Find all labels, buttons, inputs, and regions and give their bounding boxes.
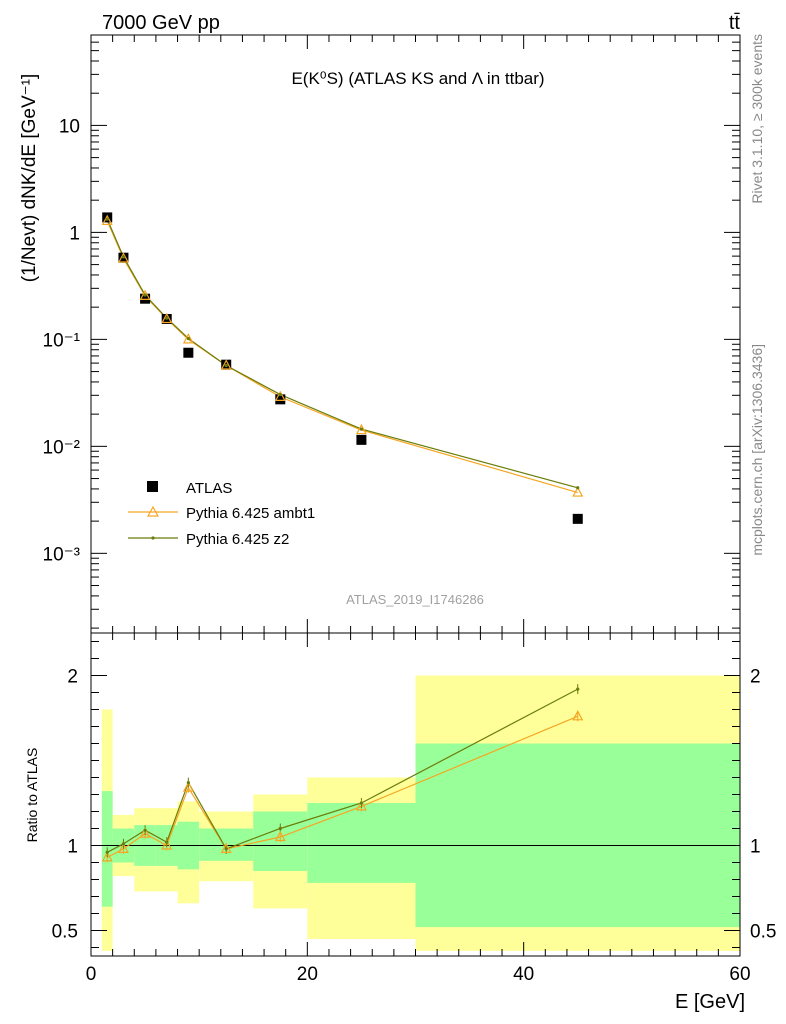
ratio-z2-point xyxy=(105,850,109,854)
mcplots-label: mcplots.cern.ch [arXiv:1306.3436] xyxy=(749,344,765,556)
main-y-axis-label: (1/Nevt) dNK/dE [GeV⁻¹] xyxy=(19,74,40,283)
ambt1-data-point xyxy=(220,359,232,370)
x-tick-label: 0 xyxy=(86,964,97,985)
ratio-band-green xyxy=(307,803,416,883)
ratio-ambt1-point xyxy=(161,839,173,850)
ratio-y-tick-label-right: 0.5 xyxy=(750,922,776,943)
ratio-z2-point xyxy=(143,828,147,832)
legend-label-atlas: ATLAS xyxy=(186,480,232,497)
ambt1-data-point xyxy=(161,312,173,324)
ratio-ambt1-point xyxy=(220,842,232,854)
process-label: tt̄ xyxy=(729,12,741,34)
ambt1-data-point xyxy=(355,423,367,435)
atlas-data-point xyxy=(356,434,367,445)
axis-tick-labels: 0 20 40 60 10⁻³ 10⁻² 10⁻¹ 1 10 0.5 0.5 1 1 2 2 xyxy=(43,116,777,985)
main-panel-lines xyxy=(106,218,578,494)
ratio-band-green xyxy=(415,743,740,928)
ambt1-data-point xyxy=(274,390,286,401)
energy-label: 7000 GeV pp xyxy=(102,12,220,34)
ratio-y-tick-label: 2 xyxy=(67,667,78,688)
ratio-ambt1-point xyxy=(274,830,286,842)
z2-data-point xyxy=(359,427,364,431)
y-tick-label: 10 xyxy=(59,116,80,137)
ratio-y-tick-label-right: 2 xyxy=(750,667,761,688)
ratio-y-tick-label: 1 xyxy=(67,837,78,858)
ratio-z2-point xyxy=(121,842,126,846)
atlas-data-point xyxy=(102,212,113,223)
ambt1-data-point xyxy=(182,333,194,344)
ambt1-data-point xyxy=(572,486,584,497)
legend-marker-z2 xyxy=(151,536,155,540)
ambt1-data-point xyxy=(117,252,129,263)
z2-data-point xyxy=(224,363,228,368)
chart-title: E(K⁰S) (ATLAS KS and Λ in ttbar) xyxy=(291,69,544,88)
z2-data-point xyxy=(576,486,580,490)
ratio-ambt1-point xyxy=(182,781,194,792)
y-tick-label: 10⁻¹ xyxy=(43,330,81,351)
y-tick-label: 1 xyxy=(69,223,80,244)
ratio-uncertainty-bands xyxy=(91,675,740,951)
legend-label-z2: Pythia 6.425 z2 xyxy=(186,531,289,548)
legend-label-ambt1: Pythia 6.425 ambt1 xyxy=(186,505,315,522)
y-tick-label: 10⁻² xyxy=(43,437,81,458)
ratio-z2-point xyxy=(576,687,580,691)
ratio-ambt1-point xyxy=(572,710,584,721)
axis-ticks xyxy=(90,34,741,956)
ratio-z2-point xyxy=(165,840,169,844)
atlas-data-point xyxy=(183,347,194,358)
legend-marker-atlas xyxy=(147,481,158,492)
ratio-ambt1-point xyxy=(117,842,129,854)
ratio-panel-markers xyxy=(101,687,584,862)
ambt1-line xyxy=(106,220,578,494)
ambt1-data-point xyxy=(139,289,151,300)
ratio-z2-point xyxy=(278,826,282,831)
z2-data-point xyxy=(278,392,282,397)
x-axis-label: E [GeV] xyxy=(675,991,745,1013)
z2-data-point xyxy=(165,316,169,320)
atlas-data-point xyxy=(275,394,286,405)
atlas-data-point xyxy=(572,513,583,524)
main-panel-markers xyxy=(101,212,584,524)
z2-data-point xyxy=(186,336,190,341)
ratio-z2-point xyxy=(224,847,228,851)
ratio-z2-point xyxy=(186,781,190,785)
z2-data-point xyxy=(143,293,147,297)
ratio-y-tick-label: 0.5 xyxy=(52,922,78,943)
ambt1-data-point xyxy=(101,214,113,226)
x-tick-label: 60 xyxy=(729,964,750,985)
ratio-ambt1-point xyxy=(139,827,151,838)
z2-data-point xyxy=(105,217,109,221)
ratio-ambt1-point xyxy=(355,800,367,811)
x-tick-label: 20 xyxy=(297,964,318,985)
ratio-y-axis-label: Ratio to ATLAS xyxy=(24,748,40,843)
atlas-data-point xyxy=(140,293,151,304)
ratio-z2-point xyxy=(359,801,364,805)
z2-line xyxy=(106,218,578,489)
analysis-label: ATLAS_2019_I1746286 xyxy=(346,592,484,607)
y-tick-label: 10⁻³ xyxy=(43,544,81,565)
legend-marker-ambt1 xyxy=(146,505,160,517)
ratio-y-tick-label-right: 1 xyxy=(750,837,761,858)
legend: ATLAS Pythia 6.425 ambt1 Pythia 6.425 z2 xyxy=(128,480,315,548)
x-tick-label: 40 xyxy=(513,964,534,985)
z2-data-point xyxy=(121,255,126,259)
rivet-label: Rivet 3.1.10, ≥ 300k events xyxy=(749,34,765,204)
ratio-ambt1-point xyxy=(101,851,113,862)
